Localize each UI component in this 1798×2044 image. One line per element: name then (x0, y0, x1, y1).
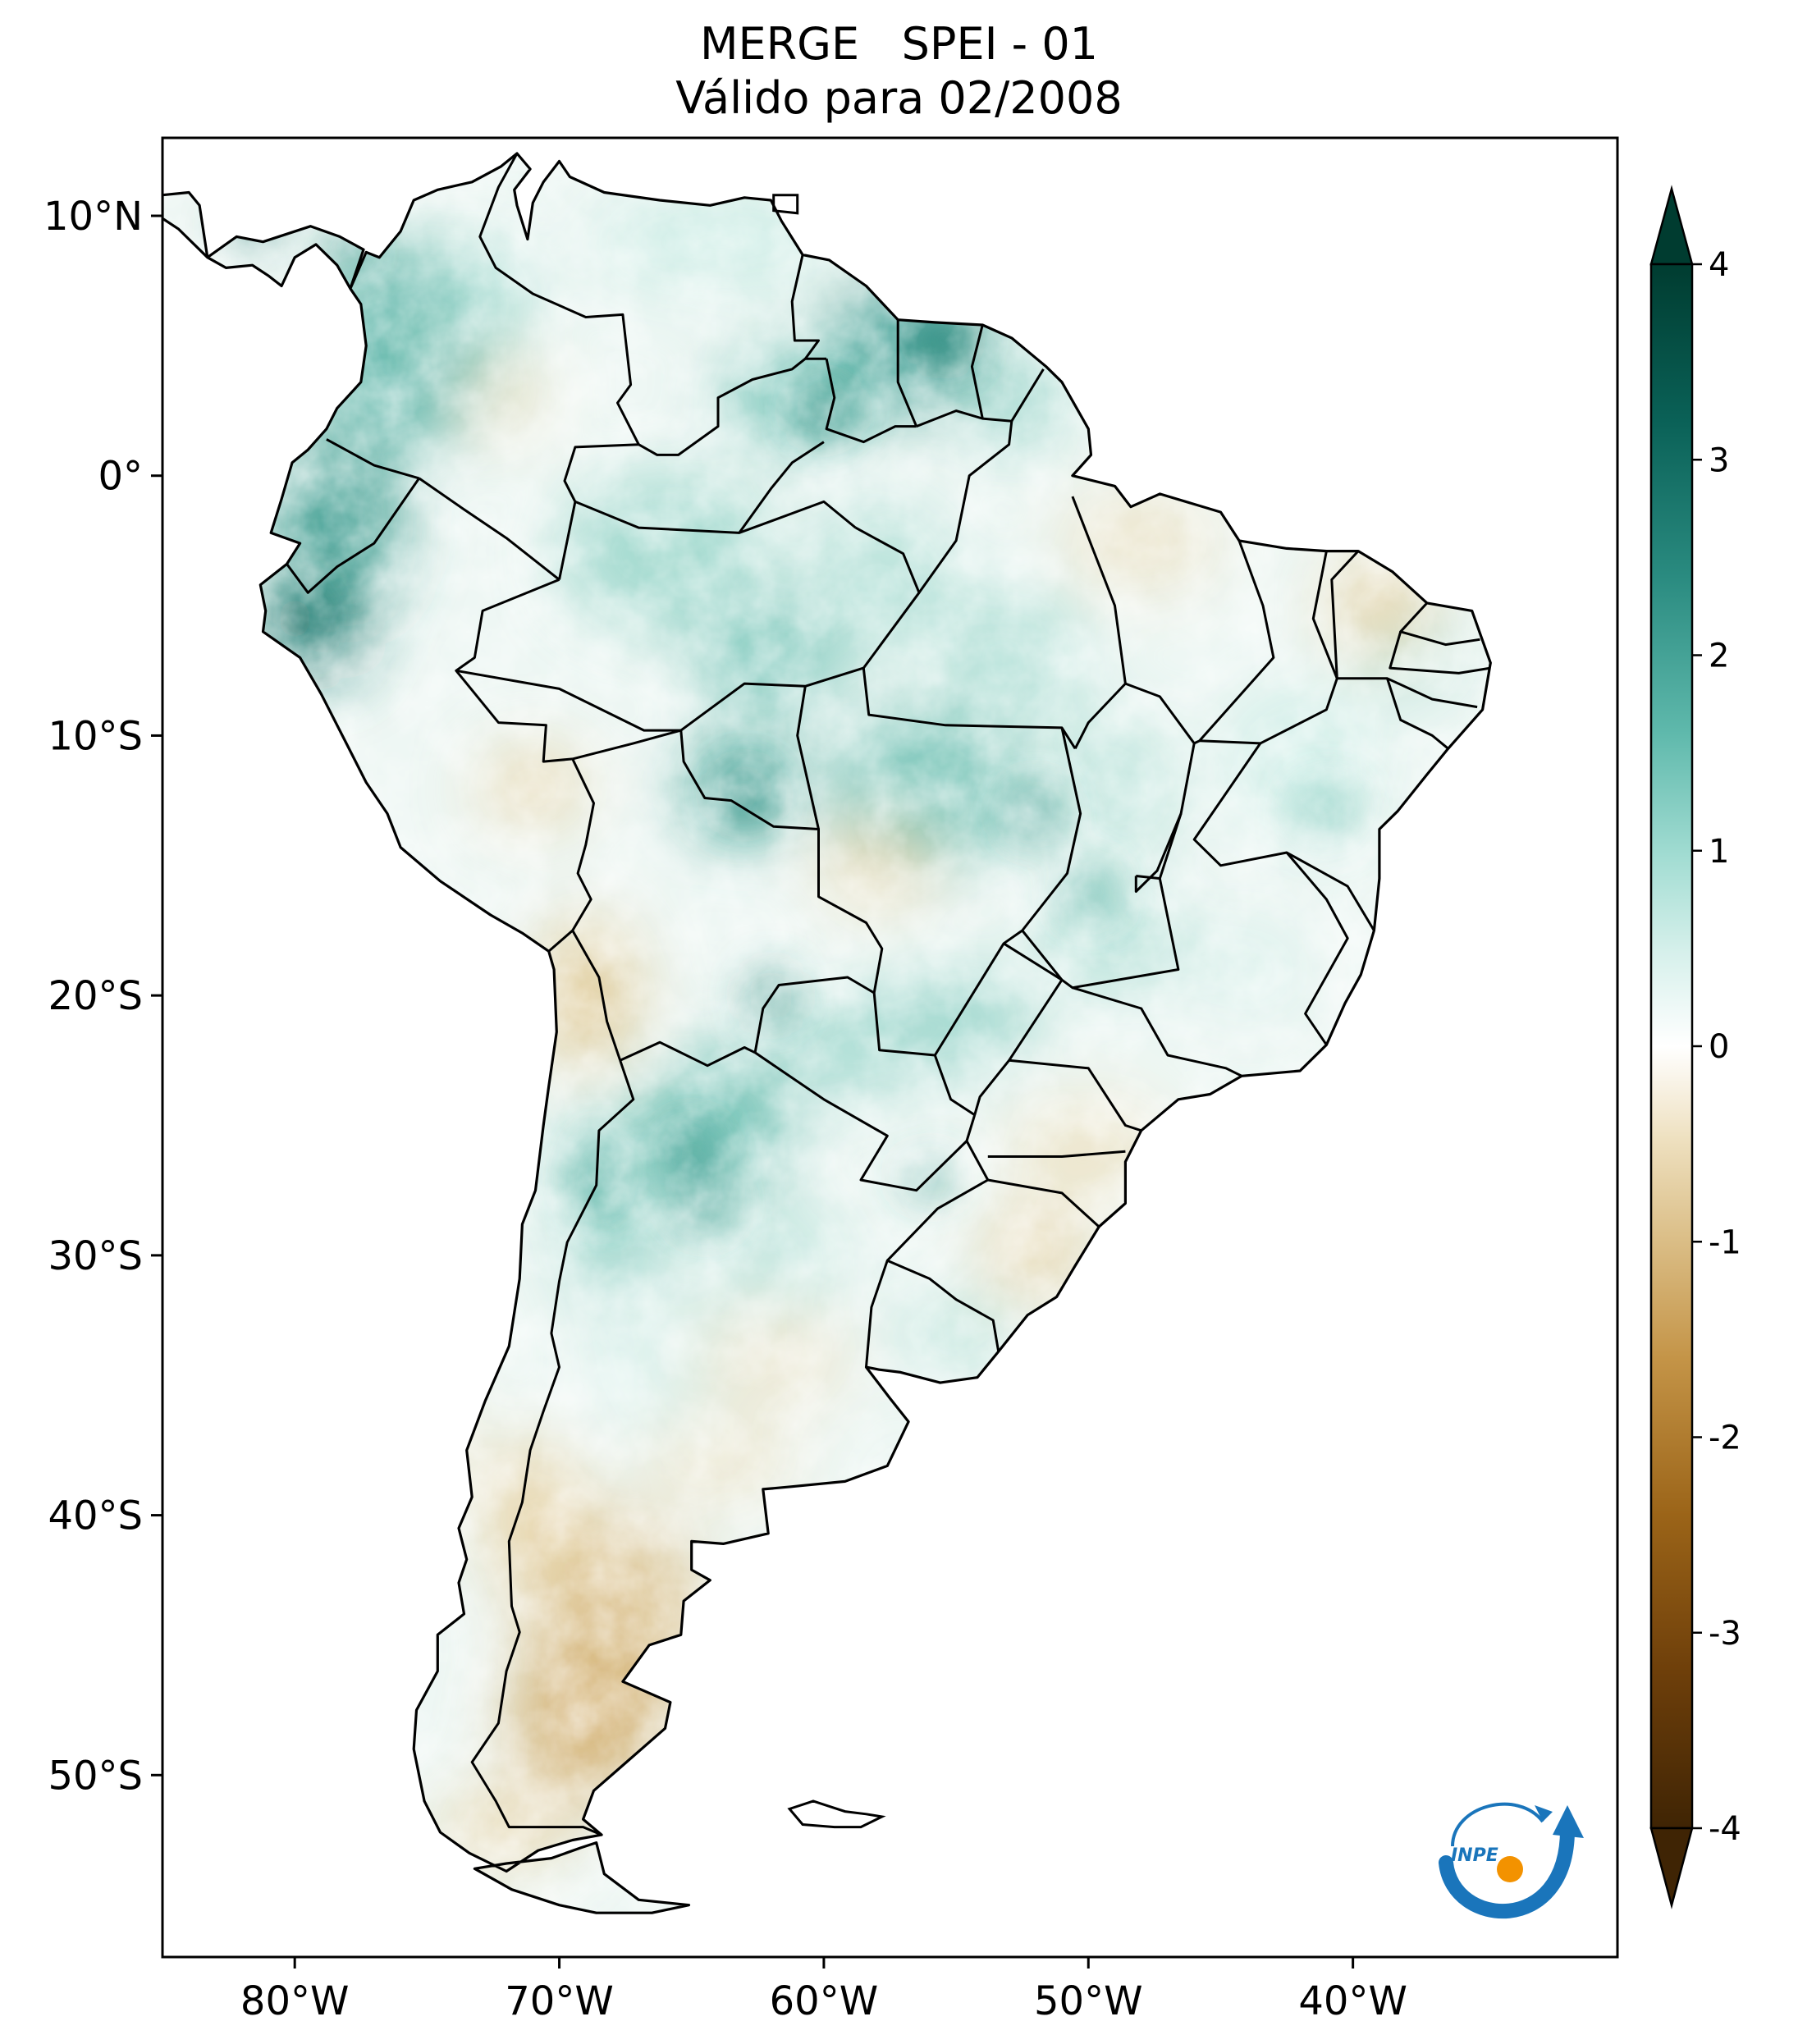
map-title: MERGE SPEI - 01 (699, 18, 1099, 70)
border-line (796, 686, 820, 830)
colorbar-extend-min (1649, 1827, 1694, 1909)
colorbar-tick-label: 3 (1709, 441, 1729, 479)
border-line (455, 578, 573, 763)
border-line (825, 358, 917, 444)
border-line (478, 153, 640, 446)
border-line (970, 324, 984, 419)
border-line (934, 727, 1082, 1056)
x-tick-label: 80°W (240, 1978, 350, 2024)
colorbar-tick-label: 2 (1709, 638, 1729, 675)
inpe-logo: INPE (1439, 1802, 1584, 1919)
colorbar-extend-max (1649, 185, 1694, 266)
map-subtitle: Válido para 02/2008 (675, 72, 1123, 124)
logo-orbit-arc (1451, 1802, 1544, 1847)
islands (772, 194, 886, 1829)
border-line (862, 667, 1077, 750)
x-tick-label: 60°W (770, 1978, 879, 2024)
x-tick-label: 50°W (1034, 1978, 1143, 2024)
colorbar: 4 3 2 1 0 -1 -2 -3 -4 (1649, 185, 1741, 1909)
border-line (917, 421, 1013, 594)
x-axis: 80°W 70°W 60°W 50°W 40°W (240, 1957, 1407, 2024)
border-line (326, 438, 420, 480)
border-line (738, 441, 825, 534)
colorbar-tick-label: -2 (1709, 1420, 1741, 1457)
border-line (865, 1140, 990, 1368)
falklands-outline (787, 1799, 886, 1829)
border-line (547, 929, 574, 953)
border-line (790, 254, 827, 360)
border-line (753, 976, 875, 1054)
border-line (286, 478, 420, 594)
border-line (1199, 551, 1338, 745)
border-line (1009, 1059, 1142, 1132)
y-tick-label: 20°S (48, 973, 143, 1019)
colorbar-tick-label: 4 (1709, 246, 1729, 284)
border-line (558, 443, 639, 580)
logo-swoosh (1439, 1822, 1575, 1919)
border-line (987, 1150, 1126, 1158)
border-line (455, 669, 681, 732)
colorbar-tick-label: 0 (1709, 1028, 1729, 1066)
border-line (571, 758, 595, 931)
colorbar-tick-label: -4 (1709, 1810, 1741, 1848)
border-line (896, 319, 918, 428)
x-tick-label: 70°W (505, 1978, 614, 2024)
logo-text: INPE (1451, 1845, 1498, 1866)
border-line (886, 1259, 1000, 1352)
logo-orange-dot (1497, 1856, 1523, 1882)
colorbar-tick-label: 1 (1709, 833, 1729, 871)
border-line (572, 729, 884, 994)
logo-orbit-arrow (1535, 1805, 1553, 1822)
coastline (162, 152, 1492, 1914)
y-tick-label: 50°S (48, 1753, 143, 1799)
border-line (1399, 601, 1480, 647)
colorbar-tick-label: -3 (1709, 1615, 1741, 1653)
border-line (470, 1059, 635, 1836)
border-line (620, 1040, 756, 1068)
border-line (1193, 540, 1275, 745)
border-line (418, 477, 560, 581)
border-line (1134, 812, 1183, 893)
border-line (1330, 550, 1360, 679)
logo-swoosh-arrow (1553, 1805, 1584, 1838)
border-line (1389, 631, 1491, 674)
y-tick-label: 0° (98, 454, 143, 500)
border-line (1192, 743, 1375, 931)
border-line (1285, 852, 1349, 1046)
y-tick-label: 10°S (48, 713, 143, 759)
trinidad-outline (772, 194, 799, 215)
border-line (638, 358, 807, 456)
colorbar-bar (1649, 263, 1694, 1830)
border-line (1072, 986, 1242, 1077)
border-line (1386, 678, 1449, 750)
border-line (1124, 682, 1196, 880)
y-tick-label: 10°N (43, 194, 143, 240)
y-tick-label: 30°S (48, 1233, 143, 1279)
map-frame (161, 136, 1619, 1959)
border-line (916, 368, 1045, 428)
colorbar-tick-label: -1 (1709, 1223, 1741, 1261)
y-tick-label: 40°S (48, 1493, 143, 1539)
border-line (571, 930, 622, 1061)
state-borders (286, 153, 1491, 1836)
y-axis: 10°N 0° 10°S 20°S 30°S 40°S 50°S (43, 194, 162, 1799)
border-line (987, 1178, 1100, 1228)
border-line (1337, 677, 1478, 709)
x-tick-label: 40°W (1298, 1978, 1407, 2024)
